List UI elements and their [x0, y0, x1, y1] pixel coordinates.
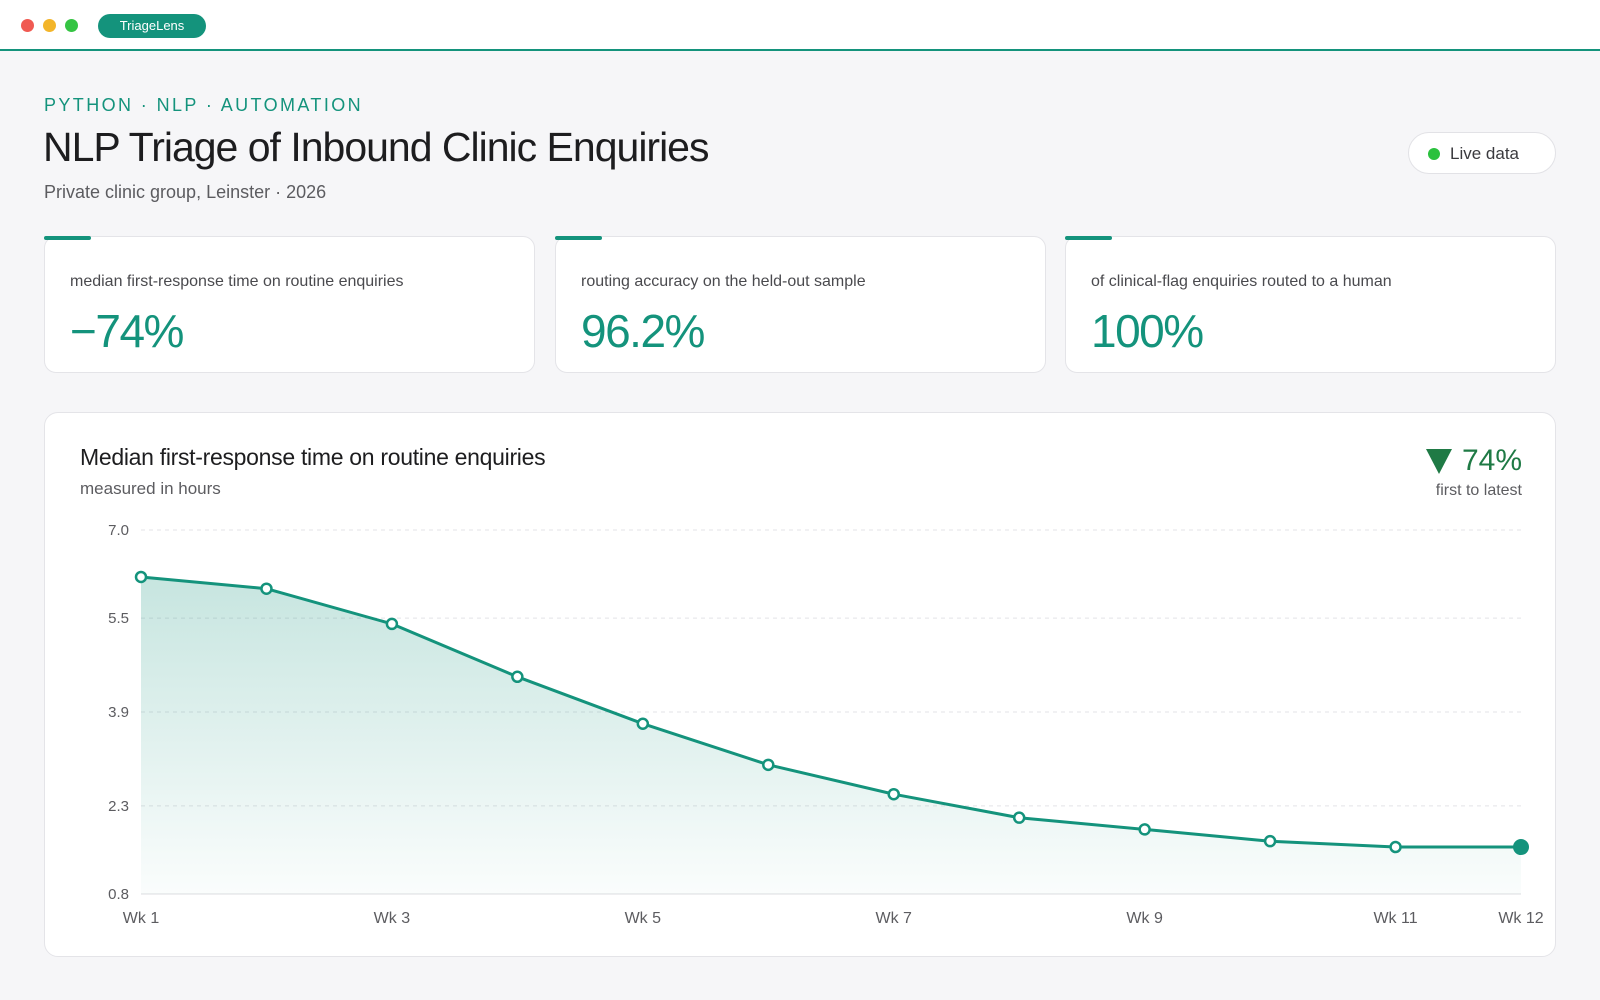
y-tick-label: 2.3 — [108, 798, 129, 815]
data-point — [385, 617, 399, 631]
kpi-accent-bar — [1065, 236, 1112, 240]
kpi-value: −74% — [70, 305, 184, 357]
kpi-card-response-time: median first-response time on routine en… — [44, 236, 535, 373]
x-tick-label: Wk 1 — [123, 910, 160, 927]
data-point — [134, 570, 148, 584]
kpi-card-clinical-flag: of clinical-flag enquiries routed to a h… — [1065, 236, 1556, 373]
area-fill — [141, 577, 1521, 894]
data-point — [1263, 834, 1277, 848]
live-data-label: Live data — [1450, 144, 1519, 163]
page-eyebrow: PYTHON · NLP · AUTOMATION — [44, 95, 364, 115]
chart-card: Median first-response time on routine en… — [44, 412, 1556, 957]
data-point — [511, 670, 524, 684]
data-point — [1012, 811, 1026, 824]
y-tick-label: 0.8 — [108, 886, 129, 903]
x-tick-label: Wk 12 — [1498, 910, 1543, 927]
change-value: 74% — [1461, 444, 1522, 477]
data-point — [887, 787, 900, 801]
y-tick-label: 3.9 — [108, 704, 129, 721]
chart-title: Median first-response time on routine en… — [80, 444, 546, 470]
kpi-label: routing accuracy on the held-out sample — [581, 273, 866, 290]
page-title: NLP Triage of Inbound Clinic Enquiries — [43, 124, 709, 170]
close-window-button[interactable] — [21, 19, 34, 32]
window-titlebar: TriageLens — [0, 0, 1600, 51]
data-point — [1389, 840, 1402, 854]
live-data-badge[interactable]: Live data — [1408, 132, 1556, 174]
x-tick-label: Wk 3 — [374, 910, 411, 927]
live-status-dot-icon — [1428, 148, 1440, 160]
x-tick-label: Wk 9 — [1126, 910, 1163, 927]
down-triangle-icon — [1425, 448, 1452, 474]
x-tick-label: Wk 7 — [876, 910, 913, 927]
kpi-accent-bar — [555, 236, 602, 240]
app-name-badge: TriageLens — [98, 14, 206, 38]
data-point — [762, 758, 775, 772]
y-tick-label: 7.0 — [108, 522, 129, 539]
chart-subtitle: measured in hours — [80, 479, 221, 498]
kpi-label: of clinical-flag enquiries routed to a h… — [1091, 273, 1392, 290]
data-point — [260, 582, 273, 595]
series-line — [140, 575, 1521, 849]
kpi-value: 96.2% — [581, 305, 705, 357]
minimize-window-button[interactable] — [43, 19, 56, 32]
kpi-accent-bar — [44, 236, 91, 240]
page-subtitle: Private clinic group, Leinster · 2026 — [44, 182, 327, 202]
response-time-chart: 0.8 2.3 3.9 5.5 7.0 Wk 1 Wk 3 Wk 5 Wk 7 Wk 9 Wk 11… — [108, 522, 1544, 927]
change-caption: first to latest — [1435, 482, 1522, 499]
maximize-window-button[interactable] — [65, 19, 78, 32]
change-summary: 74% first to latest — [1425, 444, 1522, 500]
latest-point — [1513, 839, 1529, 856]
data-point — [636, 717, 650, 730]
x-tick-label: Wk 5 — [625, 910, 662, 927]
y-tick-label: 5.5 — [108, 610, 129, 627]
data-point — [1138, 823, 1151, 836]
kpi-card-routing-accuracy: routing accuracy on the held-out sample … — [555, 236, 1046, 373]
kpi-value: 100% — [1091, 305, 1204, 357]
kpi-label: median first-response time on routine en… — [70, 273, 404, 290]
x-tick-label: Wk 11 — [1373, 910, 1417, 927]
